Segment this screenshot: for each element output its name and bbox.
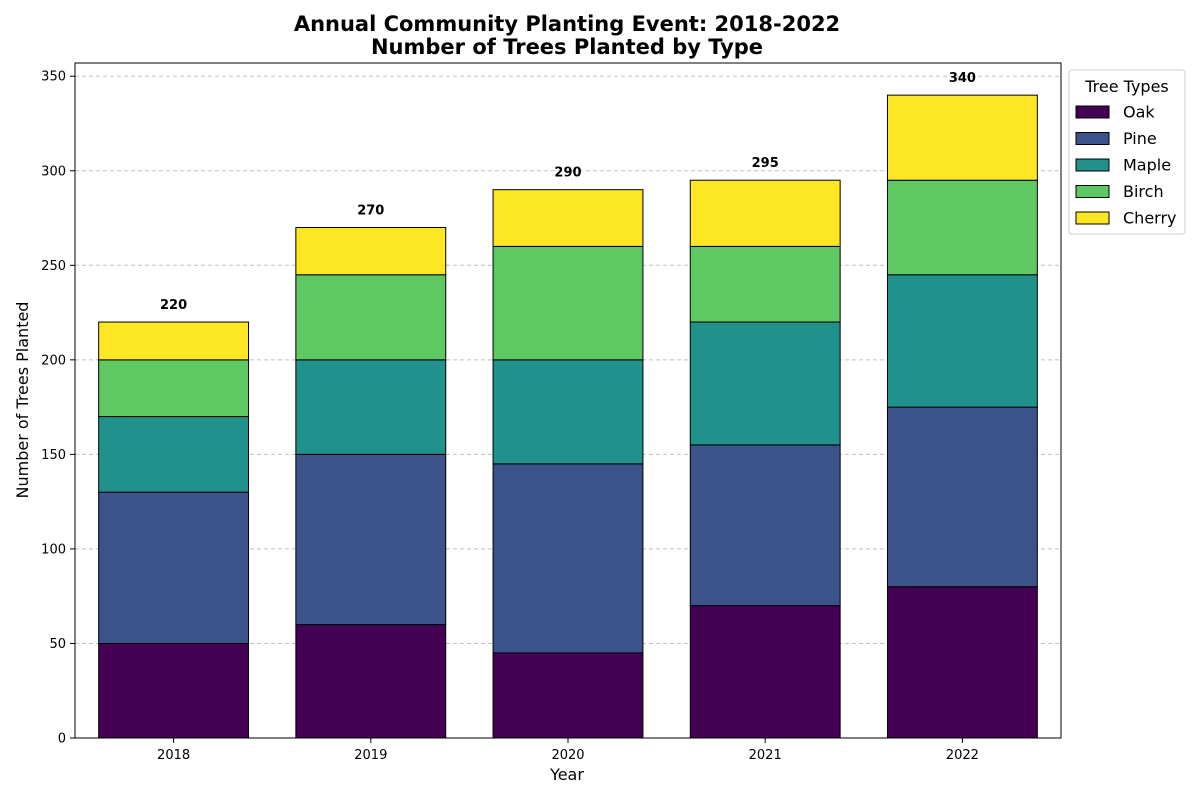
x-tick-label: 2019	[354, 748, 387, 763]
total-label: 290	[554, 166, 581, 181]
legend-swatch	[1075, 185, 1110, 198]
legend: Tree Types Oak Pine Maple Birch Cherry	[1068, 69, 1186, 235]
total-label: 220	[160, 298, 187, 313]
legend-swatch	[1075, 132, 1110, 145]
y-tick-label: 0	[58, 732, 66, 747]
x-tick-label: 2022	[946, 748, 979, 763]
y-tick-label: 200	[41, 353, 66, 368]
bar-maple-2019	[295, 359, 447, 455]
bar-cherry-2022	[886, 94, 1038, 181]
bar-oak-2022	[886, 586, 1038, 739]
bar-oak-2018	[98, 642, 250, 739]
bar-maple-2018	[98, 416, 250, 493]
bar-pine-2020	[492, 463, 644, 654]
bar-birch-2019	[295, 274, 447, 361]
bar-maple-2020	[492, 359, 644, 465]
chart-title: Annual Community Planting Event: 2018-20…	[294, 12, 840, 36]
chart-subtitle: Number of Trees Planted by Type	[371, 35, 763, 59]
x-axis-label: Year	[549, 765, 584, 784]
x-axis-ticks: 2018 2019 2020 2021 2022	[157, 738, 979, 763]
bar-maple-2022	[886, 274, 1038, 408]
bar-birch-2020	[492, 245, 644, 361]
x-tick-label: 2020	[551, 748, 584, 763]
bar-cherry-2018	[98, 321, 250, 361]
bar-oak-2019	[295, 624, 447, 739]
legend-label: Maple	[1123, 156, 1171, 175]
bar-pine-2018	[98, 491, 250, 644]
bar-birch-2022	[886, 179, 1038, 276]
legend-label: Birch	[1123, 182, 1164, 201]
legend-label: Cherry	[1123, 209, 1177, 228]
bar-maple-2021	[689, 321, 841, 446]
y-tick-label: 300	[41, 164, 66, 179]
legend-label: Oak	[1123, 103, 1155, 122]
x-tick-label: 2018	[157, 748, 190, 763]
bar-pine-2019	[295, 453, 447, 626]
y-tick-label: 350	[41, 70, 66, 85]
total-labels: 220 270 290 295 340	[160, 71, 976, 313]
x-tick-label: 2021	[749, 748, 782, 763]
bar-oak-2021	[689, 605, 841, 739]
legend-swatch	[1075, 105, 1110, 119]
bar-cherry-2021	[689, 179, 841, 247]
bars	[98, 94, 1038, 739]
y-axis-label: Number of Trees Planted	[13, 302, 32, 499]
bar-pine-2022	[886, 406, 1038, 588]
bar-birch-2021	[689, 245, 841, 323]
bar-oak-2020	[492, 652, 644, 739]
legend-label: Pine	[1123, 129, 1157, 148]
legend-title: Tree Types	[1084, 77, 1169, 96]
total-label: 270	[357, 203, 384, 218]
y-axis-ticks: 0 50 100 150 200 250 300 350	[41, 70, 75, 747]
bar-pine-2021	[689, 444, 841, 607]
total-label: 295	[752, 156, 779, 171]
legend-swatch	[1075, 211, 1110, 225]
total-label: 340	[949, 71, 976, 86]
y-tick-label: 50	[49, 637, 66, 652]
bar-cherry-2019	[295, 226, 447, 276]
y-tick-label: 150	[41, 448, 66, 463]
bar-birch-2018	[98, 359, 250, 418]
legend-swatch	[1075, 158, 1110, 172]
y-tick-label: 100	[41, 542, 66, 557]
y-tick-label: 250	[41, 259, 66, 274]
bar-cherry-2020	[492, 189, 644, 247]
